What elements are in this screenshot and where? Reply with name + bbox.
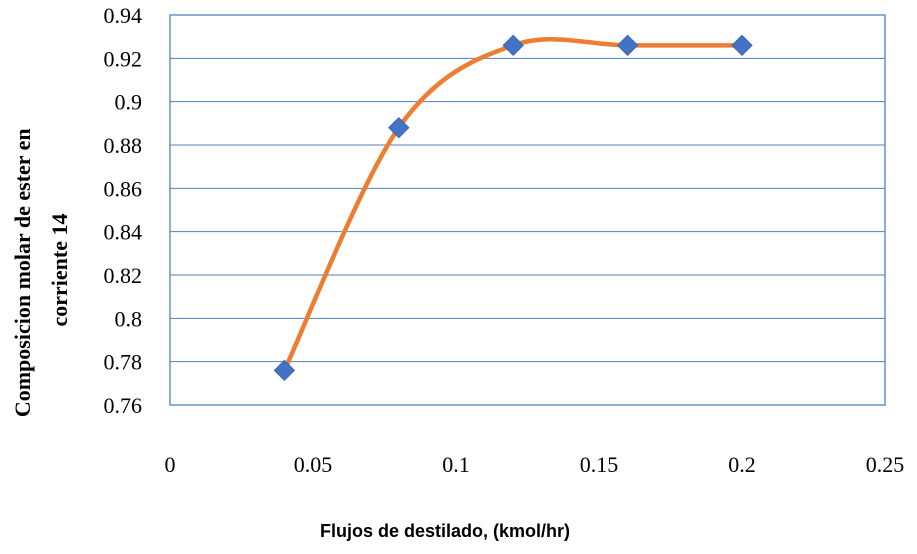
y-tick-label: 0.8 — [115, 306, 143, 331]
y-tick-label: 0.78 — [104, 350, 143, 375]
y-tick-label: 0.92 — [104, 46, 143, 71]
y-axis-label-line-1: Composicion molar de ester en — [10, 128, 35, 417]
y-tick-label: 0.88 — [104, 133, 143, 158]
x-axis-ticks: 0 0.05 0.1 0.15 0.2 0.25 — [165, 452, 905, 477]
y-tick-label: 0.84 — [104, 220, 143, 245]
x-tick-label: 0 — [165, 452, 176, 477]
x-axis-label: Flujos de destilado, (kmol/hr) — [320, 521, 570, 541]
x-tick-label: 0.1 — [442, 452, 470, 477]
y-axis-label: Composicion molar de ester en corriente … — [10, 123, 72, 417]
x-tick-label: 0.05 — [294, 452, 333, 477]
grid-layer — [170, 57, 885, 363]
data-point — [616, 34, 639, 57]
data-point — [731, 34, 753, 57]
series-line — [282, 37, 745, 373]
y-tick-label: 0.86 — [104, 176, 143, 201]
x-tick-label: 0.25 — [866, 452, 905, 477]
data-point — [502, 34, 524, 57]
y-tick-label: 0.82 — [104, 263, 143, 288]
series-layer — [273, 34, 753, 382]
y-tick-label: 0.76 — [104, 393, 143, 418]
data-point — [273, 359, 296, 382]
data-point — [388, 116, 410, 139]
plot-area — [169, 14, 886, 406]
y-tick-label: 0.9 — [115, 90, 143, 115]
y-axis-ticks: 0.76 0.78 0.8 0.82 0.84 0.86 0.88 0.9 0.92 0.94 — [104, 3, 143, 418]
y-axis-label-line-2: corriente 14 — [47, 214, 72, 327]
y-tick-label: 0.94 — [104, 3, 143, 28]
x-tick-label: 0.2 — [728, 452, 756, 477]
x-tick-label: 0.15 — [580, 452, 619, 477]
